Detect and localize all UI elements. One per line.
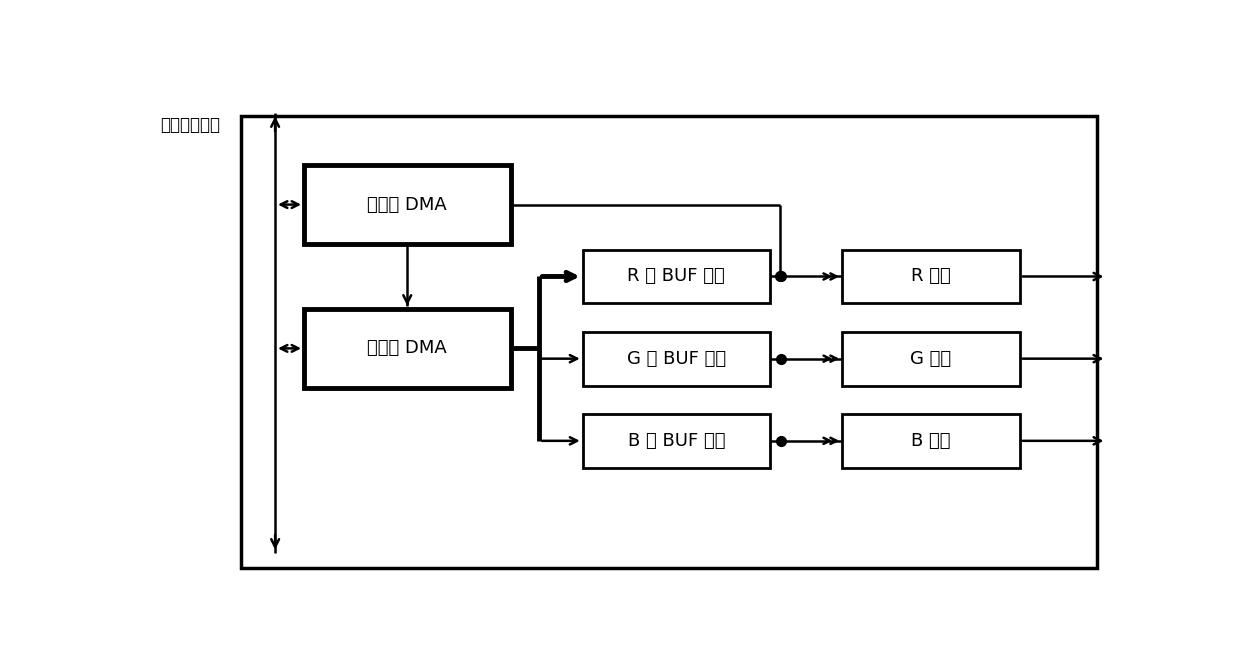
Bar [242,116,1096,568]
Bar [304,165,511,244]
Bar [304,309,511,388]
Bar [583,414,770,468]
Text: G 行 BUF 控制: G 行 BUF 控制 [626,350,725,368]
Text: B 行 BUF 控制: B 行 BUF 控制 [627,432,725,450]
Text: R 行 BUF 控制: R 行 BUF 控制 [627,267,725,285]
Text: 取原图 DMA: 取原图 DMA [367,340,448,358]
Text: 访问内存总线: 访问内存总线 [160,116,219,134]
Text: B 插値: B 插値 [911,432,951,450]
Bar [583,249,770,303]
Text: R 插値: R 插値 [911,267,951,285]
Bar [842,331,1019,386]
Bar [842,249,1019,303]
Text: G 插値: G 插値 [910,350,951,368]
Bar [583,331,770,386]
Text: 取系数 DMA: 取系数 DMA [367,195,448,213]
Bar [842,414,1019,468]
